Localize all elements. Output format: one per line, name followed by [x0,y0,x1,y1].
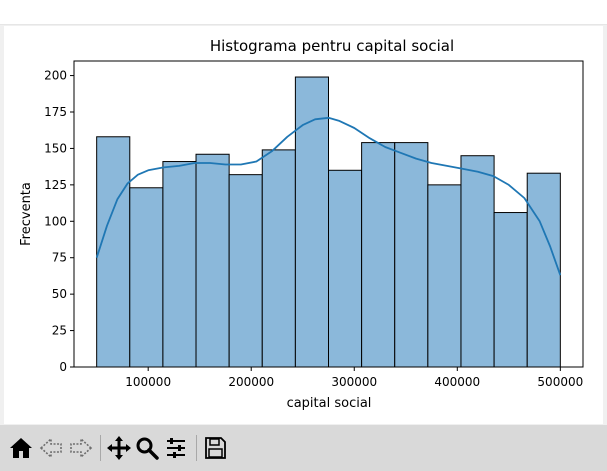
kde-layer [95,116,562,276]
histogram-bar [361,142,396,368]
sliders-icon [167,438,185,458]
plot-frame [73,60,584,368]
save-icon [205,437,226,459]
back-button[interactable] [37,434,65,462]
y-tick-label: 25 [52,324,67,338]
y-tick-label: 0 [59,360,67,374]
zoom-button[interactable] [133,434,161,462]
zoom-icon [136,437,159,460]
histogram-bar [228,174,263,368]
save-button[interactable] [201,434,229,462]
back-arrow-icon [39,437,62,459]
x-axis-label: capital social [287,396,372,411]
figure-canvas[interactable]: Histograma pentru capital social 100000 2… [4,26,603,424]
x-tick-label: 500000 [537,375,583,389]
kde-line [95,116,562,276]
configure-subplots-button[interactable] [162,434,190,462]
pan-button[interactable] [105,434,133,462]
histogram-bar [162,161,197,368]
forward-button[interactable] [67,434,95,462]
navigation-toolbar [0,425,607,471]
home-icon [10,438,32,458]
x-tick-label: 200000 [228,375,274,389]
x-tick-label: 300000 [331,375,377,389]
forward-arrow-icon [70,437,93,459]
window-top-strip [0,0,607,25]
chart-title: Histograma pentru capital social [210,37,454,55]
histogram-bar [460,155,495,368]
y-tick-label: 75 [52,251,67,265]
y-axis-label: Frecventa [19,182,34,246]
histogram-bar [328,169,363,368]
histogram-bar [129,187,164,368]
y-tick-label: 150 [44,141,67,155]
histogram-bar [261,149,296,368]
x-tick-label: 400000 [434,375,480,389]
histogram-bar [394,142,429,368]
y-tick-label: 175 [44,105,67,119]
histogram-bar [427,184,462,368]
histogram-chart: Histograma pentru capital social 100000 2… [19,37,584,411]
y-tick-label: 50 [52,287,67,301]
y-tick-label: 100 [44,214,67,228]
toolbar-separator [196,435,197,461]
histogram-bar [493,212,528,368]
move-icon [107,436,131,460]
home-button[interactable] [7,434,35,462]
y-tick-label: 125 [44,178,67,192]
y-tick-label: 200 [44,69,67,83]
histogram-bar [96,136,131,368]
y-axis-ticks: 0 25 50 75 100 125 150 175 200 [44,69,74,374]
x-axis-ticks: 100000 200000 300000 400000 500000 [125,367,583,389]
toolbar-separator [100,435,101,461]
histogram-bars [96,76,561,368]
histogram-bar [195,153,230,368]
histogram-bar [526,172,561,368]
x-tick-label: 100000 [125,375,171,389]
